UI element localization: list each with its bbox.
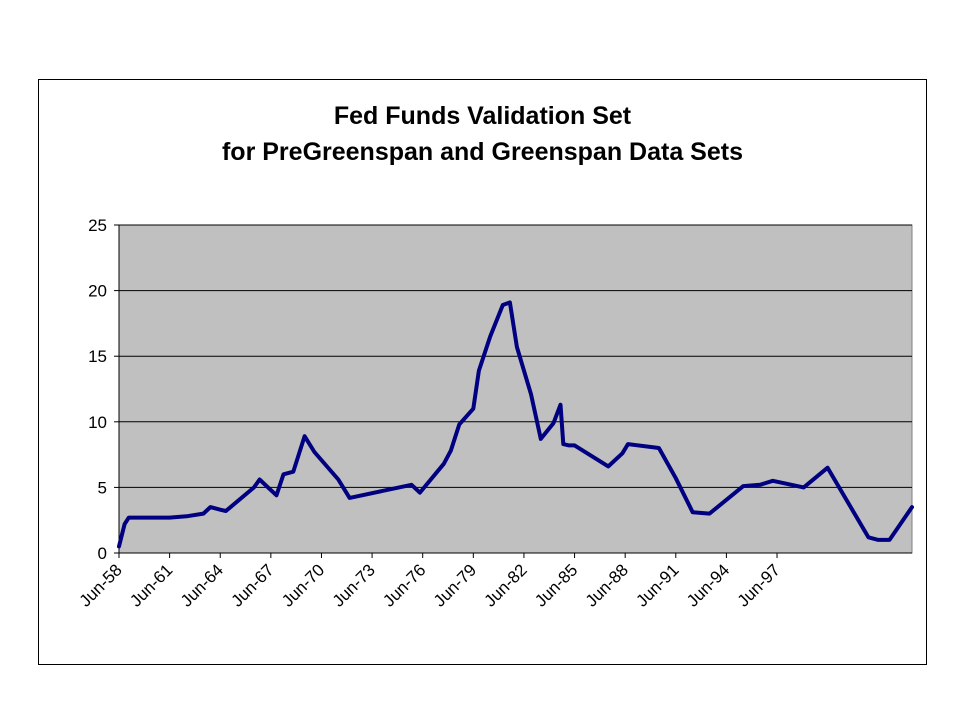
axes [118, 225, 912, 554]
x-tick-label: Jun-76 [379, 560, 429, 610]
y-tick-label: 15 [88, 347, 107, 366]
y-axis-ticks: 0 5 10 15 20 25 [88, 216, 119, 563]
y-tick-label: 25 [88, 216, 107, 235]
x-tick-label: Jun-79 [430, 560, 480, 610]
chart-subtitle: for PreGreenspan and Greenspan Data Sets [221, 138, 743, 166]
x-tick-label: Jun-82 [481, 560, 531, 610]
y-tick-label: 5 [98, 478, 107, 497]
series-group [117, 300, 914, 549]
series-line [117, 300, 914, 549]
x-tick-label: Jun-94 [683, 560, 733, 610]
x-tick-label: Jun-61 [126, 560, 176, 610]
y-tick-label: 10 [88, 413, 107, 432]
x-tick-label: Jun-91 [632, 560, 682, 610]
y-tick-label: 0 [98, 544, 107, 563]
x-tick-label: Jun-67 [227, 560, 277, 610]
x-tick-label: Jun-64 [177, 560, 227, 610]
x-tick-label: Jun-70 [278, 560, 328, 610]
gridlines [119, 224, 912, 488]
x-tick-label: Jun-85 [531, 560, 581, 610]
plot-area [118, 224, 913, 554]
y-tick-label: 20 [88, 282, 107, 301]
x-tick-label: Jun-88 [582, 560, 632, 610]
x-axis-ticks: Jun-58 Jun-61 Jun-64 Jun-67 Jun-70 Jun-73 Jun-… [76, 553, 784, 611]
x-tick-label: Jun-58 [76, 560, 126, 610]
chart-title: Fed Funds Validation Set [333, 102, 632, 130]
chart-title-block: Fed Funds Validation Set for PreGreenspa… [38, 98, 927, 170]
x-tick-label: Jun-73 [329, 560, 379, 610]
x-tick-label: Jun-97 [734, 560, 784, 610]
